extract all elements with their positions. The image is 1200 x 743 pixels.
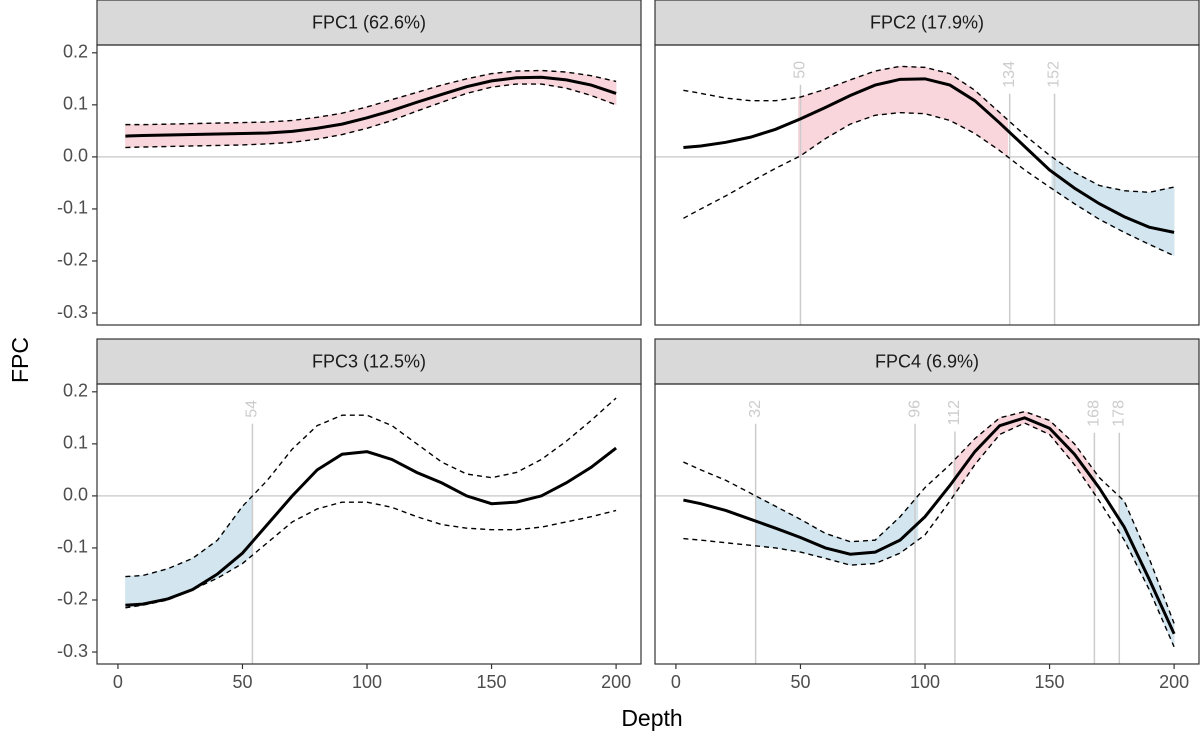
vline-label: 178 — [1111, 400, 1128, 427]
panel-border — [96, 383, 642, 665]
y-tick-label: -0.3 — [57, 641, 88, 661]
vline-label: 134 — [1001, 61, 1018, 88]
vline-label: 50 — [792, 61, 809, 79]
significance-band — [1123, 500, 1150, 590]
y-tick-label: -0.2 — [57, 250, 88, 270]
significance-band — [974, 417, 1001, 466]
vline-label: 112 — [946, 400, 963, 426]
fpc-line — [125, 75, 617, 138]
upper-bound-line — [683, 410, 1175, 624]
x-tick-label: 50 — [232, 672, 252, 692]
panel-title: FPC1 (62.6%) — [312, 12, 426, 32]
y-tick-label: 0.1 — [63, 94, 88, 114]
panel-border — [654, 383, 1200, 665]
upper-bound-line — [683, 65, 1175, 193]
y-tick-label: -0.2 — [57, 589, 88, 609]
significance-band — [825, 79, 851, 140]
y-tick-label: 0.0 — [63, 146, 88, 166]
significance-band — [1148, 558, 1175, 647]
y-axis-title: FPC — [7, 337, 33, 383]
strip-background — [654, 338, 1200, 385]
y-tick-label: 0.2 — [63, 42, 88, 62]
x-tick-label: 0 — [671, 672, 681, 692]
x-tick-label: 50 — [790, 672, 810, 692]
upper-bound-line — [125, 397, 617, 578]
y-tick-label: -0.1 — [57, 537, 88, 557]
vline-label: 168 — [1086, 400, 1103, 427]
panel-title: FPC3 (12.5%) — [312, 351, 426, 371]
vline-label: 54 — [244, 400, 261, 418]
significance-band — [874, 65, 901, 116]
lower-bound-line — [683, 422, 1175, 648]
x-tick-label: 150 — [1035, 672, 1065, 692]
panel-title: FPC2 (17.9%) — [870, 12, 984, 32]
y-tick-label: 0.1 — [63, 433, 88, 453]
lower-bound-line — [683, 111, 1175, 257]
lower-bound-line — [125, 83, 617, 149]
panel-border — [654, 44, 1200, 326]
x-tick-label: 100 — [910, 672, 940, 692]
y-tick-label: 0.2 — [63, 381, 88, 401]
x-tick-label: 100 — [352, 672, 382, 692]
strip-background — [96, 0, 642, 46]
panel-border — [96, 44, 642, 326]
panel-title: FPC4 (6.9%) — [875, 351, 979, 371]
y-tick-label: -0.1 — [57, 198, 88, 218]
x-axis-title: Depth — [621, 705, 682, 731]
x-tick-label: 150 — [477, 672, 507, 692]
significance-band — [217, 505, 243, 579]
upper-bound-line — [125, 69, 617, 126]
significance-band — [800, 88, 826, 157]
x-tick-label: 200 — [1159, 672, 1189, 692]
fpc-line — [125, 446, 618, 607]
lower-bound-line — [125, 501, 617, 609]
significance-band — [874, 516, 901, 565]
significance-band — [924, 66, 951, 121]
vline-label: 32 — [747, 400, 764, 418]
fpc-line — [683, 416, 1176, 635]
x-tick-label: 0 — [113, 672, 123, 692]
x-tick-label: 200 — [601, 672, 631, 692]
significance-band — [899, 66, 926, 115]
fpc-line — [683, 77, 1175, 234]
vline-label: 152 — [1046, 61, 1063, 88]
y-tick-label: -0.3 — [57, 302, 88, 322]
y-tick-label: 0.0 — [63, 485, 88, 505]
vline-label: 96 — [906, 400, 923, 418]
